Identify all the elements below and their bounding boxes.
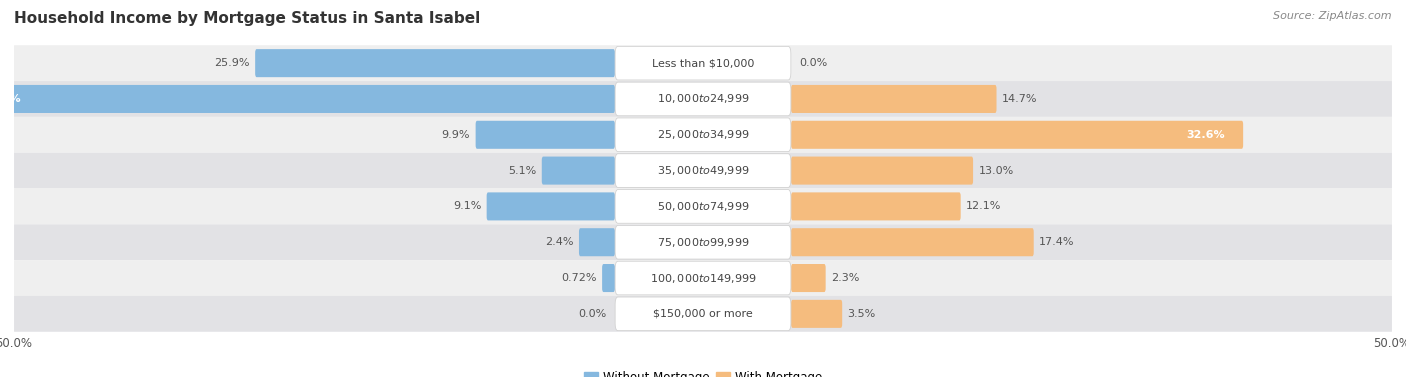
FancyBboxPatch shape — [14, 45, 1392, 81]
FancyBboxPatch shape — [614, 190, 792, 223]
Legend: Without Mortgage, With Mortgage: Without Mortgage, With Mortgage — [579, 366, 827, 377]
FancyBboxPatch shape — [614, 261, 792, 295]
FancyBboxPatch shape — [579, 228, 614, 256]
Text: $35,000 to $49,999: $35,000 to $49,999 — [657, 164, 749, 177]
FancyBboxPatch shape — [792, 156, 973, 185]
FancyBboxPatch shape — [14, 153, 1392, 188]
FancyBboxPatch shape — [792, 264, 825, 292]
FancyBboxPatch shape — [614, 154, 792, 187]
Text: Household Income by Mortgage Status in Santa Isabel: Household Income by Mortgage Status in S… — [14, 11, 481, 26]
Text: 47.0%: 47.0% — [0, 94, 21, 104]
FancyBboxPatch shape — [14, 296, 1392, 332]
Text: $50,000 to $74,999: $50,000 to $74,999 — [657, 200, 749, 213]
FancyBboxPatch shape — [0, 85, 614, 113]
Text: 0.0%: 0.0% — [578, 309, 606, 319]
FancyBboxPatch shape — [541, 156, 614, 185]
FancyBboxPatch shape — [792, 121, 1243, 149]
FancyBboxPatch shape — [254, 49, 614, 77]
FancyBboxPatch shape — [614, 82, 792, 116]
FancyBboxPatch shape — [486, 192, 614, 221]
Text: 0.72%: 0.72% — [561, 273, 596, 283]
FancyBboxPatch shape — [14, 260, 1392, 296]
Text: Less than $10,000: Less than $10,000 — [652, 58, 754, 68]
Text: 32.6%: 32.6% — [1187, 130, 1225, 140]
Text: 25.9%: 25.9% — [214, 58, 250, 68]
FancyBboxPatch shape — [614, 225, 792, 259]
Text: 17.4%: 17.4% — [1039, 237, 1074, 247]
FancyBboxPatch shape — [614, 118, 792, 152]
FancyBboxPatch shape — [614, 297, 792, 331]
FancyBboxPatch shape — [14, 224, 1392, 260]
Text: $150,000 or more: $150,000 or more — [654, 309, 752, 319]
Text: 9.1%: 9.1% — [453, 201, 481, 211]
FancyBboxPatch shape — [792, 192, 960, 221]
Text: 13.0%: 13.0% — [979, 166, 1014, 176]
Text: $75,000 to $99,999: $75,000 to $99,999 — [657, 236, 749, 249]
FancyBboxPatch shape — [792, 228, 1033, 256]
Text: 0.0%: 0.0% — [800, 58, 828, 68]
Text: $100,000 to $149,999: $100,000 to $149,999 — [650, 271, 756, 285]
Text: Source: ZipAtlas.com: Source: ZipAtlas.com — [1274, 11, 1392, 21]
Text: 2.4%: 2.4% — [546, 237, 574, 247]
Text: 12.1%: 12.1% — [966, 201, 1001, 211]
Text: $10,000 to $24,999: $10,000 to $24,999 — [657, 92, 749, 106]
Text: 3.5%: 3.5% — [848, 309, 876, 319]
FancyBboxPatch shape — [14, 188, 1392, 224]
FancyBboxPatch shape — [602, 264, 614, 292]
FancyBboxPatch shape — [614, 46, 792, 80]
FancyBboxPatch shape — [792, 300, 842, 328]
FancyBboxPatch shape — [14, 81, 1392, 117]
Text: 14.7%: 14.7% — [1002, 94, 1038, 104]
FancyBboxPatch shape — [475, 121, 614, 149]
Text: 5.1%: 5.1% — [508, 166, 536, 176]
FancyBboxPatch shape — [792, 85, 997, 113]
Text: 9.9%: 9.9% — [441, 130, 470, 140]
FancyBboxPatch shape — [14, 117, 1392, 153]
Text: 2.3%: 2.3% — [831, 273, 859, 283]
Text: $25,000 to $34,999: $25,000 to $34,999 — [657, 128, 749, 141]
